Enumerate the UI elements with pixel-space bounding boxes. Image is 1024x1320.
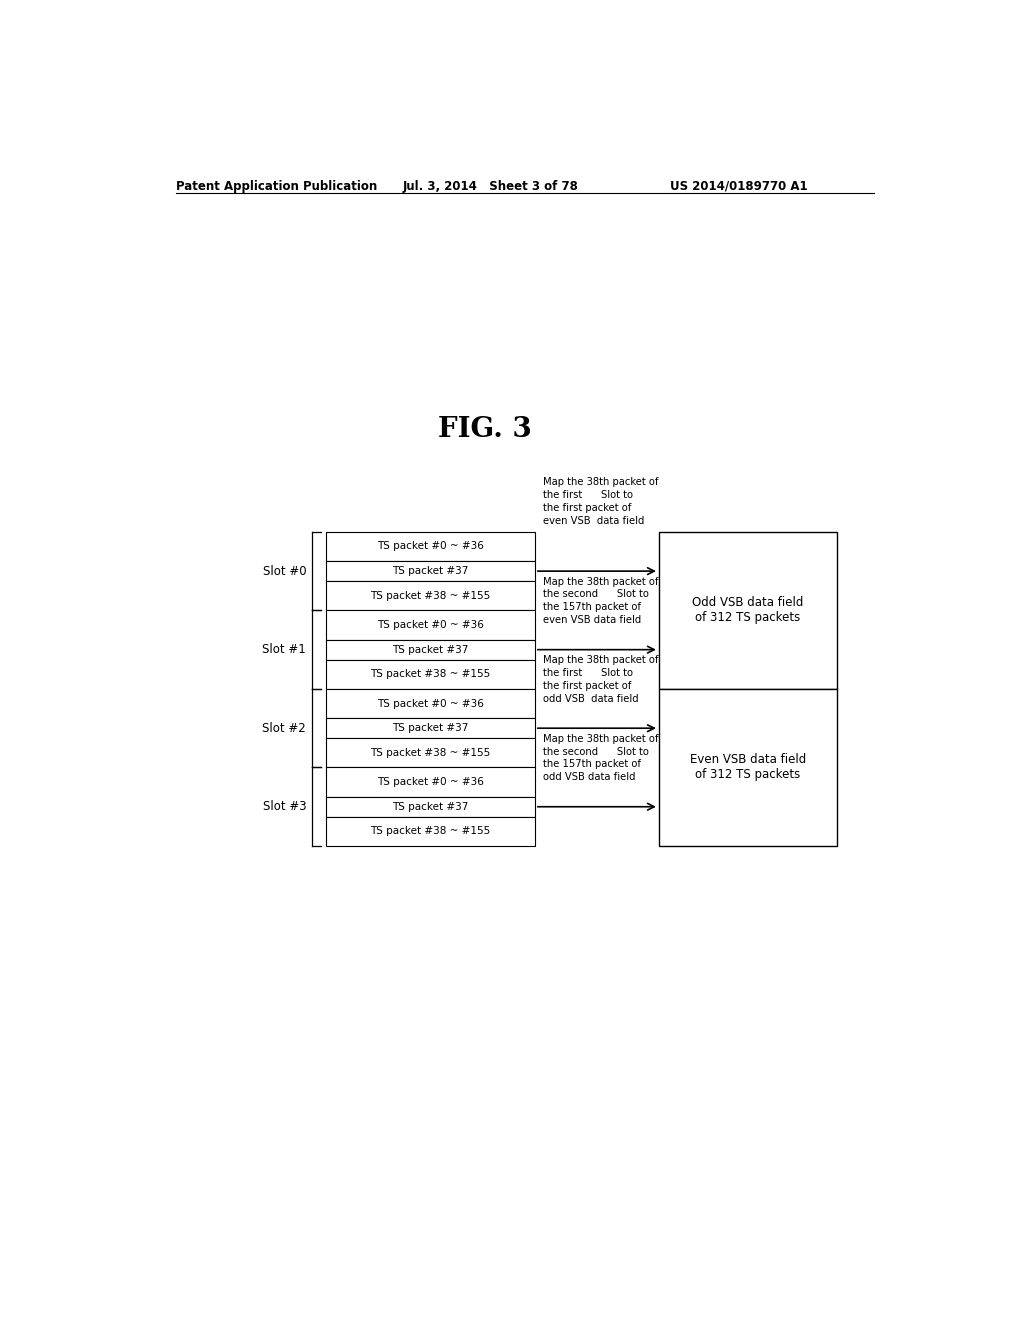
Text: TS packet #0 ~ #36: TS packet #0 ~ #36 — [377, 698, 483, 709]
Text: TS packet #0 ~ #36: TS packet #0 ~ #36 — [377, 620, 483, 630]
Bar — [326, 581, 535, 610]
Bar — [326, 718, 535, 738]
Text: Map the 38th packet of
the first      Slot to
the first packet of
even VSB  data: Map the 38th packet of the first Slot to… — [543, 478, 658, 525]
Text: TS packet #37: TS packet #37 — [392, 644, 468, 655]
Text: FIG. 3: FIG. 3 — [437, 416, 531, 444]
Text: TS packet #0 ~ #36: TS packet #0 ~ #36 — [377, 541, 483, 552]
Text: TS packet #37: TS packet #37 — [392, 566, 468, 576]
Bar — [326, 797, 535, 817]
Text: Jul. 3, 2014   Sheet 3 of 78: Jul. 3, 2014 Sheet 3 of 78 — [403, 180, 579, 193]
Bar — [326, 660, 535, 689]
Text: Map the 38th packet of
the second      Slot to
the 157th packet of
odd VSB data : Map the 38th packet of the second Slot t… — [543, 734, 658, 781]
Bar — [326, 532, 535, 561]
Text: TS packet #37: TS packet #37 — [392, 723, 468, 733]
Text: Slot #0: Slot #0 — [262, 565, 306, 578]
Bar — [326, 689, 535, 718]
Text: Odd VSB data field
of 312 TS packets: Odd VSB data field of 312 TS packets — [692, 597, 804, 624]
Bar — [326, 817, 535, 846]
Bar — [658, 532, 838, 689]
Text: US 2014/0189770 A1: US 2014/0189770 A1 — [671, 180, 808, 193]
Text: Patent Application Publication: Patent Application Publication — [176, 180, 377, 193]
Bar — [658, 689, 838, 846]
Text: TS packet #38 ~ #155: TS packet #38 ~ #155 — [370, 591, 490, 601]
Text: TS packet #38 ~ #155: TS packet #38 ~ #155 — [370, 669, 490, 680]
Bar — [326, 767, 535, 797]
Text: TS packet #0 ~ #36: TS packet #0 ~ #36 — [377, 777, 483, 787]
Text: Map the 38th packet of
the second      Slot to
the 157th packet of
even VSB data: Map the 38th packet of the second Slot t… — [543, 577, 658, 626]
Text: TS packet #38 ~ #155: TS packet #38 ~ #155 — [370, 826, 490, 837]
Text: Even VSB data field
of 312 TS packets: Even VSB data field of 312 TS packets — [690, 754, 806, 781]
Text: Slot #1: Slot #1 — [262, 643, 306, 656]
Text: Slot #3: Slot #3 — [262, 800, 306, 813]
Bar — [326, 738, 535, 767]
Text: Slot #2: Slot #2 — [262, 722, 306, 735]
Bar — [326, 610, 535, 640]
Bar — [326, 561, 535, 581]
Bar — [326, 640, 535, 660]
Text: TS packet #37: TS packet #37 — [392, 801, 468, 812]
Text: Map the 38th packet of
the first      Slot to
the first packet of
odd VSB  data : Map the 38th packet of the first Slot to… — [543, 655, 658, 704]
Text: TS packet #38 ~ #155: TS packet #38 ~ #155 — [370, 748, 490, 758]
